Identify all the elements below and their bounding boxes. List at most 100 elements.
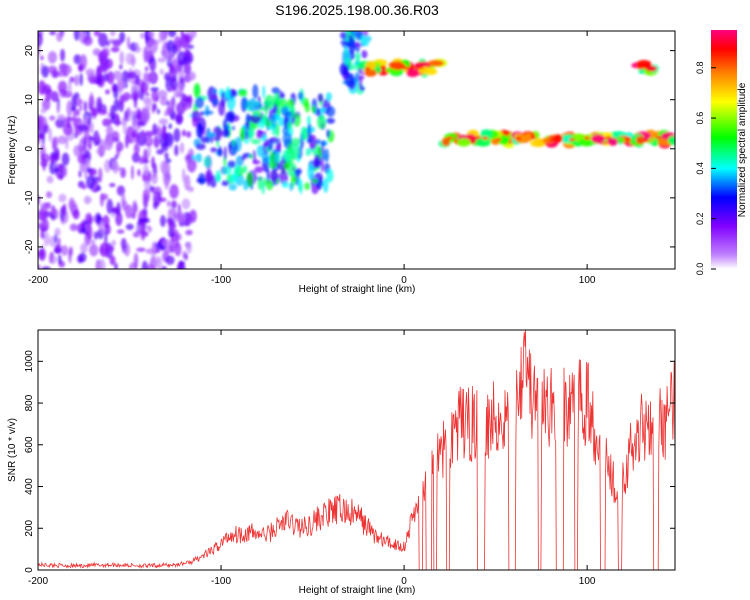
spectrogram-cell <box>281 181 289 189</box>
spectrogram-cell <box>256 145 264 157</box>
spectrogram-cell <box>195 153 202 163</box>
spectrogram-cell <box>80 227 87 233</box>
spectrogram-cell <box>515 137 522 141</box>
y-tick-label: 600 <box>24 436 35 453</box>
spectrogram-cell <box>49 154 57 164</box>
spectrogram-cell <box>119 64 123 70</box>
spectrogram-cell <box>73 54 82 65</box>
spectrogram-cell <box>183 62 192 75</box>
spectrogram-cell <box>85 68 95 76</box>
spectrogram-cell <box>322 178 329 193</box>
spectrogram-cell <box>145 248 156 255</box>
spectrogram-cell <box>177 214 185 225</box>
spectrogram-cell <box>264 109 268 115</box>
spectrogram-cell <box>167 31 177 38</box>
spectrogram-cell <box>79 73 83 86</box>
spectrogram-cell <box>168 221 177 230</box>
spectrogram-cell <box>166 39 175 53</box>
spectrogram-cell <box>112 208 117 213</box>
spectrogram-cell <box>143 71 148 83</box>
spectrogram-cell <box>184 253 188 261</box>
spectrogram-cell <box>151 173 158 185</box>
colorbar: 0.0 0.2 0.4 0.6 0.8 Normalized spectral ampl… <box>695 30 748 275</box>
spectrogram-cell <box>55 163 66 180</box>
spectrogram-cell <box>274 151 281 163</box>
spectrogram-cell <box>73 132 79 139</box>
spectrogram-cell <box>164 152 169 160</box>
spectrogram-cell <box>530 136 537 140</box>
spectrogram-cell <box>57 80 68 94</box>
spectrogram-cell <box>205 169 213 183</box>
snr-x-ticks: -200 -100 0 100 <box>28 330 596 587</box>
spectrogram-cell <box>264 94 275 110</box>
spectrogram-cell <box>66 100 73 117</box>
spectrogram-cell <box>98 52 103 59</box>
spectrogram-cell <box>99 242 110 257</box>
spectrogram-cell <box>138 217 148 223</box>
colorbar-label: Normalized spectral amplitude <box>737 82 748 217</box>
spectrogram-cell <box>326 105 336 118</box>
spectrogram-cell <box>645 65 658 72</box>
spectrogram-cell <box>96 96 103 113</box>
spectrogram-cell <box>309 143 314 150</box>
spectrogram-cell <box>175 112 184 125</box>
spectrogram-cell <box>112 160 119 174</box>
spectrogram-cell <box>211 98 219 106</box>
spectrogram-cell <box>89 92 94 106</box>
spectrogram-cell <box>184 48 191 60</box>
spectrogram-cell <box>150 61 156 72</box>
spectrogram-cell <box>223 146 227 161</box>
spectrogram-cell <box>61 152 70 166</box>
spectrogram-cell <box>143 46 149 62</box>
spectrogram-cell <box>250 114 261 124</box>
spectrogram-cell <box>93 231 99 240</box>
spectrogram-cell <box>282 126 289 136</box>
spectrogram-cell <box>38 222 43 229</box>
spectrogram-cell <box>78 64 83 71</box>
spectrogram-cell <box>55 118 66 129</box>
spectrogram-cell <box>72 209 80 220</box>
spectrogram-cell <box>42 162 46 171</box>
spectrogram-cell <box>132 231 140 238</box>
spectrogram-cell <box>325 92 332 102</box>
spectrogram-cell <box>159 214 166 227</box>
spectrogram-cell <box>624 137 631 141</box>
spectrogram-cell <box>150 87 160 92</box>
spectrogram-cell <box>57 254 62 265</box>
spectrogram-cell <box>104 230 108 246</box>
spectrogram-cell <box>268 161 277 169</box>
spectrogram-cell <box>149 256 157 269</box>
spectrogram-cell <box>151 156 155 169</box>
spectrogram-cell <box>52 136 59 149</box>
spectrogram-cell <box>552 134 563 143</box>
spectrogram-cell <box>135 108 142 121</box>
spectrogram-cell <box>480 129 493 140</box>
spectrogram-cell <box>181 168 186 183</box>
spectrogram-cell <box>168 123 173 130</box>
spectrogram-cell <box>215 170 222 183</box>
spectrogram-cell <box>168 98 175 114</box>
spectrogram-cell <box>82 36 93 46</box>
spectrogram-cell <box>427 59 444 67</box>
y-tick-label: -20 <box>24 239 35 254</box>
spectrogram-cell <box>143 148 149 164</box>
spectrogram-cell <box>47 65 58 74</box>
x-tick-label: 100 <box>579 275 596 286</box>
snr-y-axis-label: SNR (10 * v/v) <box>7 418 18 482</box>
spectrogram-cell <box>106 198 114 215</box>
spectrogram-cell <box>203 156 212 168</box>
spectrogram-cell <box>56 102 60 114</box>
spectrogram-cell <box>560 135 572 143</box>
spectrogram-cell <box>48 89 53 94</box>
spectrogram-cell <box>320 140 327 148</box>
spectrogram-cell <box>299 179 303 195</box>
spectrogram-cell <box>56 31 63 42</box>
spectrogram-cell <box>243 139 250 144</box>
spectrogram-cell <box>251 138 261 145</box>
spectrogram-cell <box>80 243 88 254</box>
spectrogram-cell <box>148 31 155 39</box>
spectrogram-cell <box>131 152 140 163</box>
spectrogram-cell <box>109 245 115 252</box>
spectrogram-cell <box>228 183 237 191</box>
